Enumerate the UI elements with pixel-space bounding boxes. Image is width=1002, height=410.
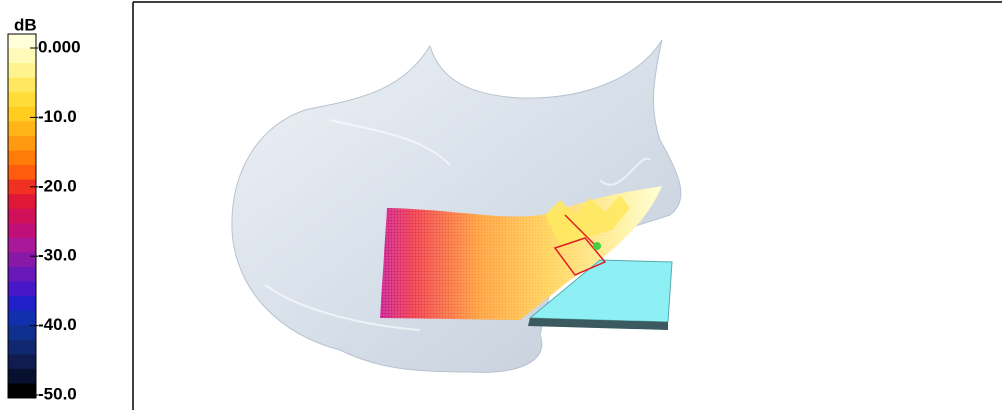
color-band: [8, 92, 36, 108]
color-band: [8, 281, 36, 297]
color-legend: dB 0.000 -10.0 -20.0 -30.0 -40.0 -50.0: [7, 15, 81, 403]
probe-point: [593, 242, 601, 250]
color-band: [8, 383, 36, 399]
color-bar: [7, 33, 37, 399]
color-band: [8, 150, 36, 166]
color-band: [8, 237, 36, 253]
speaker-box-side: [528, 318, 668, 330]
color-band: [8, 48, 36, 64]
color-band: [8, 34, 36, 50]
fins: [545, 195, 630, 245]
legend-unit: dB: [14, 15, 37, 34]
color-band: [8, 165, 36, 181]
color-band: [8, 296, 36, 312]
surface-highlight: [264, 119, 651, 331]
color-band: [8, 179, 36, 195]
color-band: [8, 252, 36, 268]
legend-label: -40.0: [38, 315, 77, 334]
color-band: [8, 63, 36, 79]
color-band: [8, 121, 36, 137]
3d-view: [132, 1, 1002, 410]
color-band: [8, 77, 36, 93]
color-band: [8, 223, 36, 239]
color-band: [8, 135, 36, 151]
legend-label: -50.0: [38, 384, 77, 403]
legend-label: -10.0: [38, 107, 77, 126]
color-band: [8, 368, 36, 384]
color-band: [8, 266, 36, 283]
probe: [553, 214, 607, 276]
legend-label: 0.000: [38, 37, 81, 56]
color-band: [8, 354, 36, 370]
color-band: [8, 325, 36, 341]
color-band: [8, 208, 36, 224]
legend-label: -20.0: [38, 176, 77, 195]
color-band: [8, 106, 36, 122]
color-band: [8, 310, 36, 326]
color-bar-frame: [7, 33, 37, 399]
legend-label: -30.0: [38, 246, 77, 265]
color-band: [8, 339, 36, 355]
color-band: [8, 194, 36, 210]
